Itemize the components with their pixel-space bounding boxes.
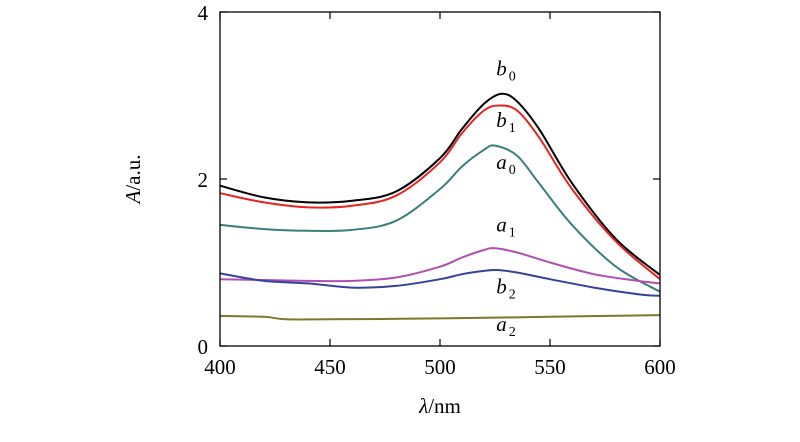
y-tick-label-2: 2	[198, 168, 209, 192]
series-line-b0	[219, 92, 661, 276]
x-axis-unit: /nm	[428, 394, 461, 418]
y-axis-symbol: A	[121, 190, 145, 205]
x-tick-label-550: 550	[534, 355, 566, 379]
x-axis-symbol: λ	[418, 394, 428, 418]
x-tick-label-600: 600	[644, 355, 676, 379]
y-tick-label-4: 4	[198, 1, 209, 25]
y-tick-label-0: 0	[198, 335, 209, 359]
series-line-a1	[219, 247, 661, 285]
y-axis-unit: /a.u.	[121, 155, 145, 191]
series-labels: b 0 b 1 a 0 a 1 b 2 a 2	[496, 56, 516, 340]
y-axis-title: A/a.u.	[121, 155, 145, 206]
series-line-b1	[219, 104, 661, 280]
x-tick-label-400: 400	[204, 355, 236, 379]
x-tick-label-450: 450	[314, 355, 346, 379]
series-line-a0	[219, 144, 661, 293]
series-line-b2	[219, 268, 661, 297]
x-axis-title: λ/nm	[418, 394, 461, 418]
tick-labels: 400 450 500 550 600 0 2 4	[198, 1, 676, 379]
x-tick-label-500: 500	[424, 355, 456, 379]
ticks	[219, 11, 661, 347]
plot-frame	[219, 11, 661, 347]
series-line-a2	[219, 314, 661, 321]
plot-lines	[219, 92, 661, 321]
